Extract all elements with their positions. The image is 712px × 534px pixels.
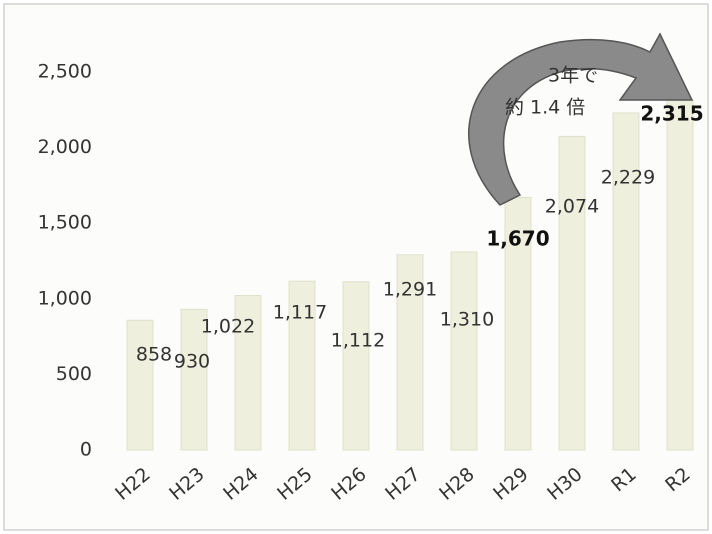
y-tick-label: 0: [80, 439, 92, 461]
annotation: 約 1.4 倍: [505, 97, 585, 119]
bar: [504, 196, 532, 451]
value-label: 930: [174, 351, 210, 373]
value-label: 1,117: [273, 302, 327, 324]
y-tick-label: 1,500: [38, 212, 92, 234]
bar: [666, 99, 694, 451]
arrow: [468, 32, 694, 206]
y-tick-label: 500: [56, 363, 92, 385]
y-tick-label: 2,000: [38, 136, 92, 158]
value-label: 1,670: [486, 227, 549, 251]
bar: [612, 112, 640, 451]
bar: [342, 281, 370, 451]
value-label: 1,112: [331, 330, 385, 352]
value-label: 2,074: [545, 196, 599, 218]
bar: [126, 319, 154, 451]
bar: [558, 135, 586, 451]
value-label: 858: [136, 344, 172, 366]
bar: [288, 280, 316, 451]
bar: [180, 308, 208, 451]
annotation: 3年で: [548, 65, 598, 87]
y-tick-label: 2,500: [38, 61, 92, 83]
bar: [234, 294, 262, 451]
value-label: 1,022: [201, 316, 255, 338]
value-label: 2,315: [640, 102, 703, 126]
bar: [450, 251, 478, 451]
value-label: 1,291: [383, 279, 437, 301]
value-label: 1,310: [440, 309, 494, 331]
value-label: 2,229: [601, 167, 655, 189]
y-tick-label: 1,000: [38, 287, 92, 309]
frame: [3, 3, 709, 531]
bar: [396, 254, 424, 451]
